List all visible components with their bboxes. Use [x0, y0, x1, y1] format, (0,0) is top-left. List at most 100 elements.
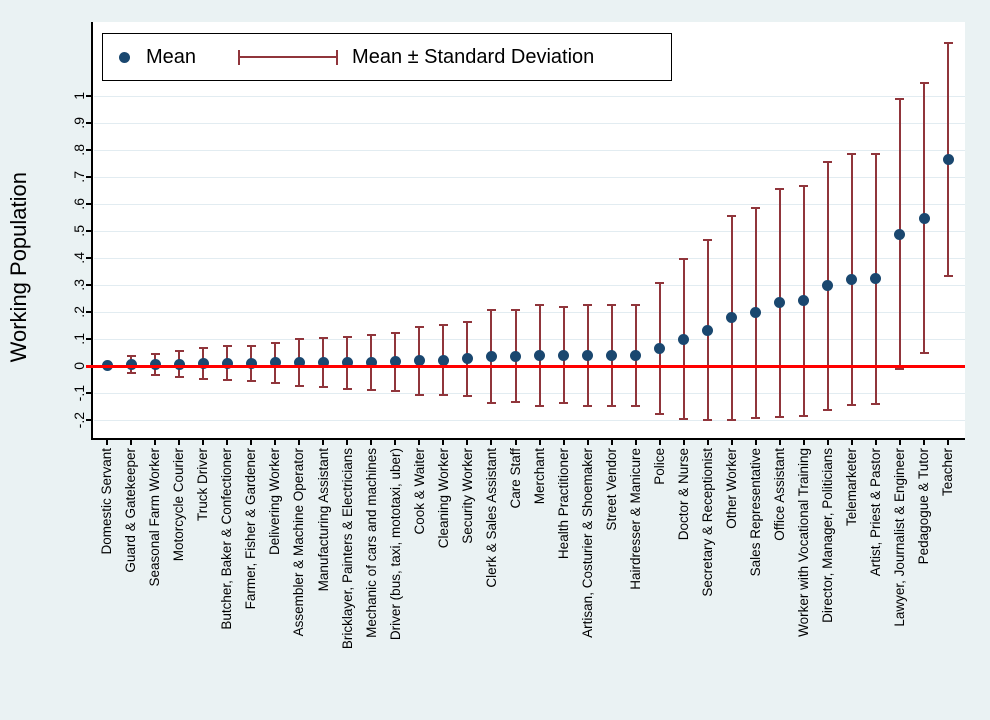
error-bar-top-cap	[318, 337, 328, 340]
x-tick-label: Merchant	[531, 448, 547, 505]
mean-dot	[437, 354, 449, 366]
error-bar-top-cap	[222, 345, 232, 348]
error-bar-top-cap	[919, 82, 929, 85]
y-tick	[86, 257, 93, 259]
mean-dot	[702, 324, 714, 336]
error-bar-bottom-cap	[390, 389, 400, 392]
x-tick-label: Artist, Priest & Pastor	[868, 448, 884, 577]
mean-dot	[798, 295, 810, 307]
error-bar-top-cap	[462, 320, 472, 323]
error-bar-top-cap	[126, 355, 136, 358]
mean-dot	[197, 358, 209, 370]
x-tick	[898, 440, 901, 445]
error-bar-bottom-cap	[511, 401, 520, 404]
error-bar-top-cap	[559, 306, 569, 309]
error-bar-top-cap	[655, 282, 665, 285]
error-bar-top-cap	[727, 215, 737, 218]
mean-dot	[510, 350, 521, 362]
error-bar-bottom-cap	[366, 388, 376, 391]
x-tick-label: Pedagogue & Tutor	[916, 448, 932, 565]
x-tick-label-box: Truck Driver	[194, 448, 212, 718]
x-tick-label: Assembler & Machine Operator	[291, 448, 307, 637]
error-bar-top-cap	[847, 152, 857, 155]
mean-dot	[750, 307, 762, 319]
legend-mean-label: Mean	[146, 45, 197, 68]
x-tick-label-box: Cleaning Worker	[434, 448, 452, 718]
error-bar-bottom-cap	[871, 402, 881, 405]
y-tick	[86, 311, 93, 313]
x-tick	[106, 440, 108, 445]
x-tick	[802, 440, 805, 445]
x-tick-label: Guard & Gatekeeper	[123, 448, 139, 573]
x-tick	[346, 440, 349, 445]
gridline	[94, 419, 965, 421]
x-tick-label-box: Manufacturing Assistant	[314, 448, 332, 718]
legend-sd-label: Mean ± Standard Deviation	[352, 45, 595, 68]
x-tick-label-box: Secretary & Receptionist	[699, 448, 717, 718]
x-tick	[130, 440, 133, 445]
gridline	[94, 176, 965, 178]
error-bar-bottom-cap	[727, 418, 737, 421]
legend-errorbar-right-cap	[336, 49, 339, 65]
mean-dot	[317, 357, 329, 369]
error-bar-bottom-cap	[751, 416, 761, 419]
mean-dot	[461, 353, 473, 365]
x-tick-label-box: Other Worker	[723, 448, 741, 718]
error-bar-bottom-cap	[895, 368, 905, 371]
x-tick-label-box: Assembler & Machine Operator	[290, 448, 308, 718]
x-tick	[947, 440, 950, 445]
x-tick-label: Telemarketer	[844, 448, 860, 527]
error-bar-bottom-cap	[438, 393, 448, 396]
mean-dot	[870, 273, 882, 285]
x-tick-label-box: Telemarketer	[843, 448, 861, 718]
x-tick-label: Police	[651, 448, 667, 485]
error-bar-bottom-cap	[462, 395, 472, 398]
mean-dot	[678, 333, 690, 345]
x-tick	[634, 440, 637, 445]
mean-dot	[606, 349, 618, 361]
mean-dot	[822, 280, 834, 292]
gridline	[94, 122, 965, 124]
gridline	[94, 284, 965, 286]
x-axis-line	[91, 438, 965, 440]
mean-dot	[365, 356, 377, 368]
mean-dot	[245, 357, 257, 369]
x-tick	[874, 440, 877, 445]
x-tick-label: Domestic Servant	[99, 448, 115, 555]
x-tick-label: Farmer, Fisher & Gardener	[243, 448, 259, 610]
zero-reference-line	[86, 364, 965, 368]
x-tick-label-box: Mechanic of cars and machines	[362, 448, 380, 718]
legend-errorbar-line	[238, 56, 339, 58]
x-tick-label: Driver (bus, taxi, mototaxi, uber)	[387, 448, 403, 641]
mean-dot	[221, 357, 233, 369]
x-tick-label: Artisan, Costurier & Shoemaker	[579, 448, 595, 638]
x-tick-label: Manufacturing Assistant	[315, 448, 331, 592]
error-bar-top-cap	[751, 206, 761, 209]
x-tick	[226, 440, 229, 445]
error-bar-bottom-cap	[775, 415, 785, 418]
gridline	[94, 338, 965, 340]
gridline	[94, 203, 965, 205]
error-bar-top-cap	[631, 303, 641, 306]
y-axis-title: Working Population	[6, 172, 31, 363]
x-tick	[754, 440, 757, 445]
x-tick	[370, 440, 373, 445]
error-bar-top-cap	[294, 338, 304, 341]
error-bar-bottom-cap	[222, 379, 232, 382]
gridline	[94, 311, 965, 313]
x-tick-label: Seasonal Farm Worker	[147, 448, 163, 587]
y-tick	[86, 203, 93, 205]
x-tick-label: Butcher, Baker & Confectioner	[219, 448, 235, 630]
error-bar-top-cap	[703, 239, 713, 242]
x-tick	[682, 440, 685, 445]
error-bar-bottom-cap	[174, 376, 184, 379]
mean-dot	[149, 358, 161, 370]
x-tick-label: Lawyer, Journalist & Engineer	[892, 448, 908, 627]
mean-dot	[534, 349, 546, 361]
x-tick-label-box: Motorcycle Courier	[170, 448, 188, 718]
error-bar-bottom-cap	[270, 381, 280, 384]
x-tick	[298, 440, 301, 445]
x-tick	[322, 440, 325, 445]
error-bar-top-cap	[823, 160, 833, 163]
